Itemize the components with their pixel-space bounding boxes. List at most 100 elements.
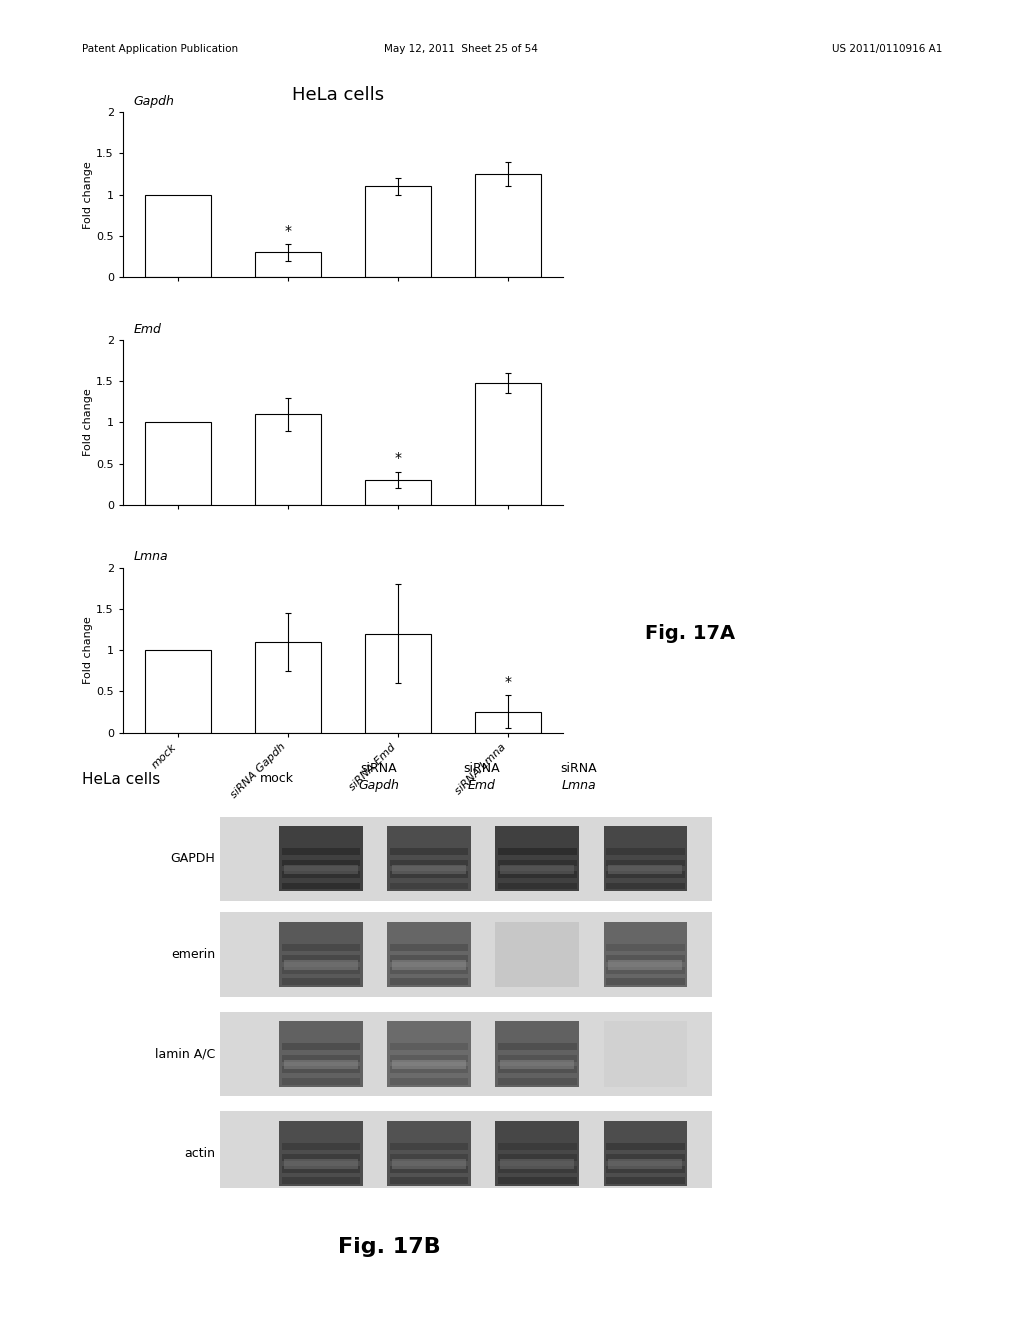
Bar (366, 186, 431, 277)
Bar (282, 1177, 360, 1184)
Bar (606, 978, 685, 985)
Bar (606, 1154, 685, 1162)
Bar (606, 1177, 685, 1184)
Bar (606, 871, 685, 878)
Bar (282, 978, 360, 985)
Bar (390, 859, 468, 866)
Bar (608, 960, 682, 970)
Bar (498, 1055, 577, 1061)
Y-axis label: Fold change: Fold change (83, 388, 93, 457)
Bar (390, 978, 468, 985)
Bar (606, 1166, 685, 1172)
Y-axis label: Fold change: Fold change (83, 161, 93, 228)
Bar (392, 1159, 466, 1170)
Bar (282, 1055, 360, 1061)
Bar (387, 1121, 471, 1187)
Bar (282, 1067, 360, 1073)
Bar (606, 956, 685, 962)
Bar (282, 956, 360, 962)
Bar (498, 883, 577, 890)
Bar (390, 1067, 468, 1073)
Bar (606, 859, 685, 866)
Bar (282, 1043, 360, 1051)
Bar (390, 966, 468, 974)
Bar (145, 195, 211, 277)
Text: Fig. 17A: Fig. 17A (645, 624, 735, 643)
Bar (284, 1159, 357, 1170)
Bar (280, 1022, 362, 1086)
Text: Lmna: Lmna (134, 550, 169, 564)
Bar (498, 847, 577, 855)
Bar (498, 859, 577, 866)
Bar (475, 383, 542, 506)
Text: May 12, 2011  Sheet 25 of 54: May 12, 2011 Sheet 25 of 54 (384, 44, 538, 54)
Bar (387, 921, 471, 987)
Bar (390, 1043, 468, 1051)
Bar (496, 826, 579, 891)
Bar (255, 642, 322, 733)
Bar (282, 1166, 360, 1172)
Bar (608, 1159, 682, 1170)
Bar (606, 847, 685, 855)
Bar (475, 711, 542, 733)
Bar (496, 1022, 579, 1086)
Bar (498, 1067, 577, 1073)
Text: Emd: Emd (467, 779, 496, 792)
Bar (606, 1143, 685, 1150)
Bar (255, 252, 322, 277)
Bar (282, 944, 360, 950)
Text: siRNA: siRNA (360, 762, 397, 775)
Bar (498, 1154, 577, 1162)
Bar (496, 1121, 579, 1187)
Bar (501, 1060, 574, 1069)
Text: siRNA: siRNA (560, 762, 597, 775)
Bar (390, 871, 468, 878)
Text: siRNA: siRNA (463, 762, 500, 775)
Bar (390, 1166, 468, 1172)
Bar (390, 1154, 468, 1162)
Bar (606, 883, 685, 890)
Bar (498, 1043, 577, 1051)
Bar (501, 1159, 574, 1170)
Text: Patent Application Publication: Patent Application Publication (82, 44, 238, 54)
Text: lamin A/C: lamin A/C (155, 1048, 215, 1060)
Bar (282, 1154, 360, 1162)
Bar (390, 1143, 468, 1150)
Bar (282, 859, 360, 866)
Text: HeLa cells: HeLa cells (292, 86, 384, 104)
Bar (475, 174, 542, 277)
Bar (284, 960, 357, 970)
Bar (603, 1121, 687, 1187)
Text: emerin: emerin (171, 948, 215, 961)
Text: HeLa cells: HeLa cells (82, 772, 160, 787)
Bar (603, 826, 687, 891)
Bar (280, 826, 362, 891)
Bar (220, 1012, 712, 1096)
Text: GAPDH: GAPDH (170, 853, 215, 866)
Bar (220, 912, 712, 997)
Bar (284, 1060, 357, 1069)
Bar (366, 480, 431, 506)
Bar (282, 1143, 360, 1150)
Bar (392, 865, 466, 874)
Bar (282, 871, 360, 878)
Bar (255, 414, 322, 506)
Bar (220, 817, 712, 900)
Bar (387, 1022, 471, 1086)
Text: US 2011/0110916 A1: US 2011/0110916 A1 (831, 44, 942, 54)
Bar (606, 966, 685, 974)
Bar (366, 634, 431, 733)
Bar (392, 960, 466, 970)
Text: Emd: Emd (134, 323, 162, 335)
Bar (145, 422, 211, 506)
Bar (390, 1055, 468, 1061)
Bar (280, 1121, 362, 1187)
Bar (498, 1143, 577, 1150)
Bar (220, 1111, 712, 1196)
Bar (390, 847, 468, 855)
Bar (501, 865, 574, 874)
Bar (282, 1077, 360, 1085)
Bar (498, 1177, 577, 1184)
Text: actin: actin (184, 1147, 215, 1160)
Bar (498, 1077, 577, 1085)
